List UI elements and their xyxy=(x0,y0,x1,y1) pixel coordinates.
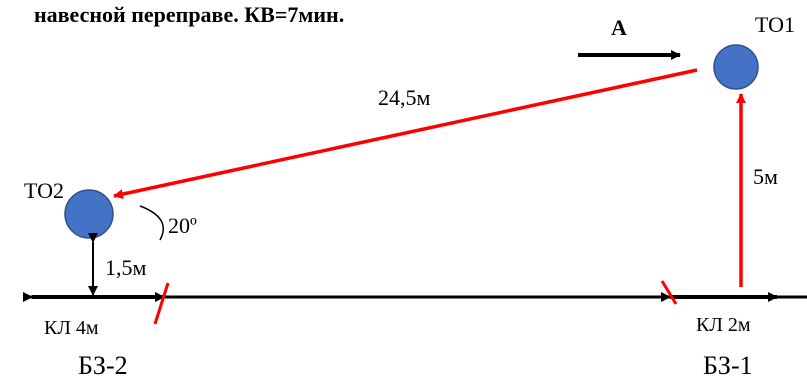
rope-main-arrow xyxy=(113,68,698,199)
bz1-label: БЗ-1 xyxy=(703,351,753,378)
to1-node xyxy=(713,44,759,90)
angle-label: 20º xyxy=(168,213,197,238)
header-text: навесной переправе. КВ=7мин. xyxy=(34,2,344,27)
to2-label: ТО2 xyxy=(24,178,64,203)
to2-node xyxy=(64,189,114,239)
kl-left-boundary xyxy=(153,282,170,325)
kl-right-label: КЛ 2м xyxy=(696,314,751,336)
kl-left-label: КЛ 4м xyxy=(44,317,99,339)
direction-label: A xyxy=(611,15,627,40)
kl-right-boundary xyxy=(660,280,678,305)
height-to2-label: 1,5м xyxy=(105,255,147,280)
angle-arc xyxy=(139,205,164,241)
to1-label: ТО1 xyxy=(755,12,795,37)
distance-main-label: 24,5м xyxy=(378,85,431,110)
height-to1-label: 5м xyxy=(753,164,778,189)
bz2-label: БЗ-2 xyxy=(78,351,128,378)
